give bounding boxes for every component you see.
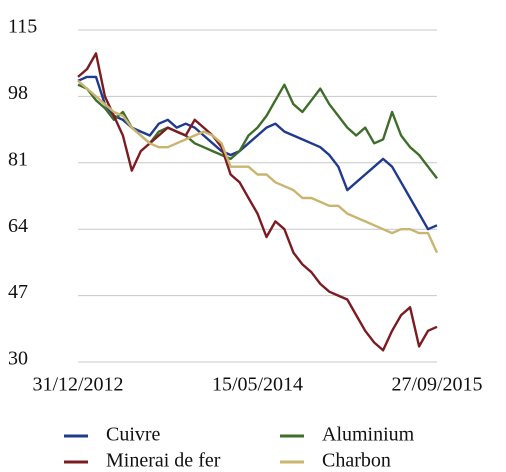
- y-tick-label: 81: [8, 148, 28, 170]
- legend-label: Aluminium: [322, 424, 415, 446]
- y-tick-label: 115: [8, 16, 37, 38]
- series-line: [77, 79, 439, 254]
- legend-label: Cuivre: [106, 424, 161, 446]
- x-tick-label: 27/09/2015: [391, 374, 482, 396]
- y-tick-label: 98: [8, 82, 28, 104]
- x-tick-label: 15/05/2014: [212, 374, 303, 396]
- series-line: [77, 83, 438, 180]
- legend-label: Minerai de fer: [106, 450, 221, 472]
- series-line: [77, 52, 438, 352]
- y-tick-label: 64: [8, 215, 28, 237]
- y-tick-label: 30: [8, 348, 28, 370]
- legend-label: Charbon: [322, 450, 391, 472]
- series-line: [77, 75, 438, 231]
- x-tick-label: 31/12/2012: [32, 374, 123, 396]
- y-tick-label: 47: [8, 281, 28, 303]
